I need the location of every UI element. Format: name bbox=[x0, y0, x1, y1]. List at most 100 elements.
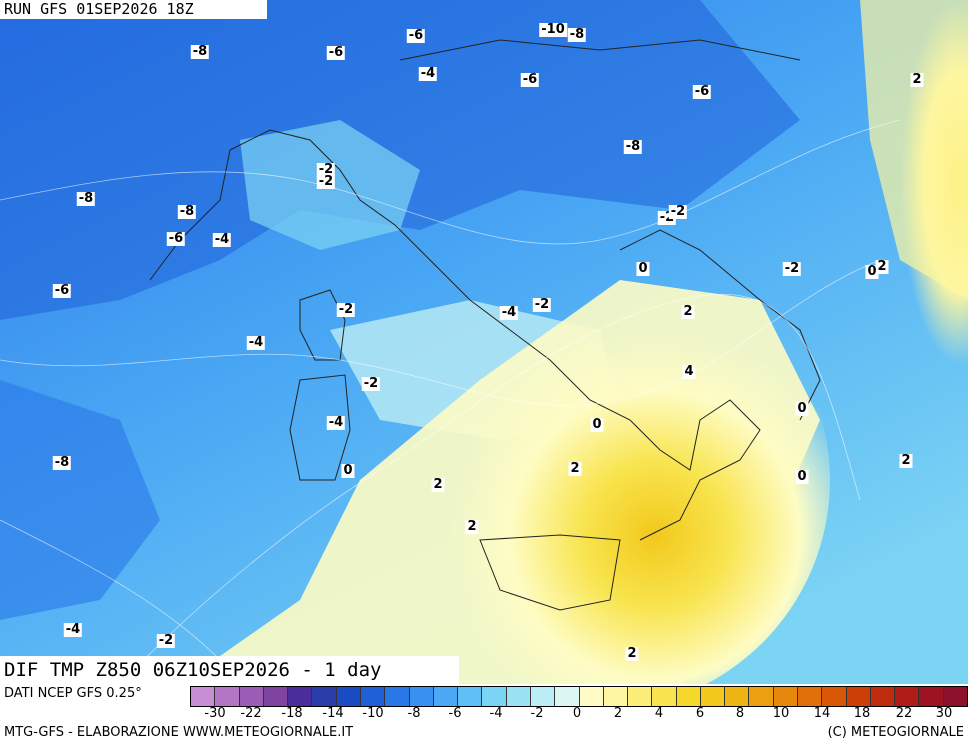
contour-label: -4 bbox=[63, 622, 83, 637]
color-scale-tick: 10 bbox=[772, 706, 790, 721]
contour-label: -8 bbox=[567, 27, 587, 42]
color-scale-cell bbox=[773, 687, 799, 706]
color-scale-tick: -22 bbox=[240, 706, 262, 721]
contour-label: 2 bbox=[625, 646, 639, 661]
contour-label: 2 bbox=[681, 304, 695, 319]
color-scale-bar bbox=[190, 686, 968, 707]
credit-left: MTG-GFS - ELABORAZIONE WWW.METEOGIORNALE… bbox=[4, 725, 354, 740]
contour-label: -2 bbox=[316, 174, 336, 189]
color-scale-cell bbox=[215, 687, 240, 706]
color-scale-cell bbox=[191, 687, 216, 706]
contour-label: -2 bbox=[782, 261, 802, 276]
contour-label: -2 bbox=[361, 376, 381, 391]
cold-core-west bbox=[0, 380, 160, 620]
coastlines bbox=[149, 39, 821, 611]
color-scale-tick: 18 bbox=[853, 706, 871, 721]
contour-label: -6 bbox=[326, 45, 346, 60]
color-scale-cell bbox=[749, 687, 774, 706]
color-scale-tick: -2 bbox=[530, 706, 544, 721]
color-scale-cell bbox=[628, 687, 653, 706]
contour-label: 4 bbox=[682, 364, 696, 379]
color-scale-cell bbox=[870, 687, 896, 706]
contour-label: -6 bbox=[692, 84, 712, 99]
color-scale-cell bbox=[846, 687, 871, 706]
color-scale-tick: 8 bbox=[735, 706, 745, 721]
map-canvas bbox=[0, 0, 968, 684]
contour-label: -8 bbox=[52, 455, 72, 470]
color-scale-cell bbox=[555, 687, 580, 706]
contour-label: -6 bbox=[166, 231, 186, 246]
color-scale-cell bbox=[312, 687, 337, 706]
color-scale-tick: -8 bbox=[407, 706, 421, 721]
credit-right: (C) METEOGIORNALE bbox=[827, 725, 964, 740]
contour-label: -6 bbox=[52, 283, 72, 298]
contour-label: -6 bbox=[406, 28, 426, 43]
contour-label: 0 bbox=[636, 261, 650, 276]
color-scale-cell bbox=[288, 687, 313, 706]
color-scale-tick: 2 bbox=[613, 706, 623, 721]
contour-label: 0 bbox=[795, 469, 809, 484]
color-scale-cell bbox=[700, 687, 726, 706]
color-scale-cell bbox=[409, 687, 434, 706]
contour-label: -4 bbox=[418, 66, 438, 81]
color-scale-cell bbox=[798, 687, 823, 706]
color-scale-tick: 6 bbox=[695, 706, 705, 721]
color-scale-cell bbox=[336, 687, 361, 706]
temperature-anomaly-map: RUN GFS 01SEP2026 18Z DIF TMP Z850 06Z10… bbox=[0, 0, 968, 684]
contour-label: 0 bbox=[795, 401, 809, 416]
color-scale-tick: -14 bbox=[322, 706, 344, 721]
contour-label: -6 bbox=[520, 72, 540, 87]
contour-label: 2 bbox=[910, 72, 924, 87]
color-scale-cell bbox=[482, 687, 507, 706]
contour-label: -4 bbox=[499, 305, 519, 320]
color-scale-cell bbox=[652, 687, 677, 706]
contour-label: -2 bbox=[156, 633, 176, 648]
color-scale-tick: -30 bbox=[204, 706, 226, 721]
contour-label: 2 bbox=[568, 461, 582, 476]
color-scale-cell bbox=[263, 687, 289, 706]
color-scale-cell bbox=[433, 687, 459, 706]
contour-label: -4 bbox=[212, 232, 232, 247]
color-scale-cell bbox=[385, 687, 410, 706]
color-scale-tick: -18 bbox=[281, 706, 303, 721]
color-scale-tick: -10 bbox=[362, 706, 384, 721]
contour-label: -4 bbox=[326, 415, 346, 430]
legend-area: DATI NCEP GFS 0.25° -30 -22 -18 -14 -10 -8 -6-… bbox=[0, 684, 968, 745]
color-scale-tick: 22 bbox=[895, 706, 913, 721]
contour-label: -2 bbox=[336, 302, 356, 317]
color-scale-tick: -6 bbox=[448, 706, 462, 721]
warm-core-south bbox=[370, 250, 830, 684]
color-scale-cell bbox=[943, 687, 967, 706]
contour-label: -8 bbox=[623, 139, 643, 154]
contour-label: 2 bbox=[899, 453, 913, 468]
color-scale-ticks: -30 -22 -18 -14 -10 -8 -6 -4 -2 0 2 4 6 8 10 14 18 22 30 bbox=[190, 706, 966, 722]
color-scale-cell bbox=[822, 687, 847, 706]
contour-label: 2 bbox=[431, 477, 445, 492]
color-scale-cell bbox=[676, 687, 701, 706]
contour-label: -4 bbox=[246, 335, 266, 350]
color-scale-tick: 4 bbox=[654, 706, 664, 721]
color-scale-cell bbox=[360, 687, 386, 706]
contour-label: -8 bbox=[190, 44, 210, 59]
warm-balkans bbox=[860, 0, 968, 300]
isotherm-lines bbox=[0, 119, 901, 684]
data-source-label: DATI NCEP GFS 0.25° bbox=[4, 686, 142, 701]
map-title: DIF TMP Z850 06Z10SEP2026 - 1 day bbox=[0, 656, 459, 684]
color-scale-tick: 14 bbox=[813, 706, 831, 721]
contour-label: -10 bbox=[539, 22, 567, 37]
color-scale-cell bbox=[919, 687, 944, 706]
contour-label: 0 bbox=[865, 264, 879, 279]
contour-label: 2 bbox=[465, 519, 479, 534]
color-scale-cell bbox=[895, 687, 920, 706]
color-scale-tick: 0 bbox=[572, 706, 582, 721]
contour-label: -2 bbox=[316, 162, 336, 177]
color-scale-cell bbox=[579, 687, 604, 706]
contour-label: 0 bbox=[341, 463, 355, 478]
color-scale-cell bbox=[603, 687, 629, 706]
color-scale-cell bbox=[239, 687, 264, 706]
contour-label: -8 bbox=[177, 204, 197, 219]
color-scale-cell bbox=[458, 687, 483, 706]
color-scale-cell bbox=[530, 687, 556, 706]
color-scale-tick: -4 bbox=[489, 706, 503, 721]
contour-label: -2 bbox=[532, 297, 552, 312]
